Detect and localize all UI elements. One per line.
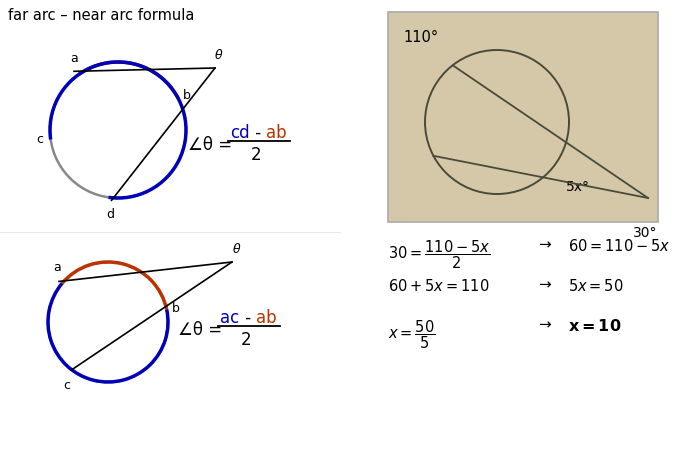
Text: b: b [183,88,191,102]
Text: 110°: 110° [403,30,438,45]
Text: $x{=}\dfrac{50}{5}$: $x{=}\dfrac{50}{5}$ [388,318,435,351]
Text: -: - [240,309,256,327]
Text: $\rightarrow$: $\rightarrow$ [536,316,553,331]
FancyBboxPatch shape [388,12,658,222]
Text: $60+5x{=}110$: $60+5x{=}110$ [388,278,489,294]
Text: ac: ac [220,309,239,327]
Text: a: a [53,261,61,274]
Text: θ: θ [215,49,223,62]
Text: θ: θ [233,243,241,256]
Text: far arc – near arc formula: far arc – near arc formula [8,8,194,23]
Text: d: d [106,208,115,221]
Text: ∠θ =: ∠θ = [188,136,237,154]
Text: $30{=}\dfrac{110-5x}{2}$: $30{=}\dfrac{110-5x}{2}$ [388,238,491,271]
Text: cd: cd [230,124,249,142]
Text: 2: 2 [251,146,262,164]
Text: b: b [172,302,180,315]
Text: c: c [36,133,43,146]
Text: 30°: 30° [633,226,658,240]
Text: -: - [250,124,266,142]
Text: a: a [70,52,78,65]
Text: $60{=}110-5x$: $60{=}110-5x$ [568,238,671,254]
Text: ab: ab [266,124,286,142]
Text: c: c [63,379,70,392]
Text: 2: 2 [241,331,251,349]
Text: $\rightarrow$: $\rightarrow$ [536,276,553,291]
Text: $\mathbf{x{=}10}$: $\mathbf{x{=}10}$ [568,318,621,334]
Text: ∠θ =: ∠θ = [178,321,227,339]
Text: $5x{=}50$: $5x{=}50$ [568,278,623,294]
Text: 5x°: 5x° [566,180,590,194]
Text: $\rightarrow$: $\rightarrow$ [536,236,553,251]
Text: ab: ab [256,309,276,327]
